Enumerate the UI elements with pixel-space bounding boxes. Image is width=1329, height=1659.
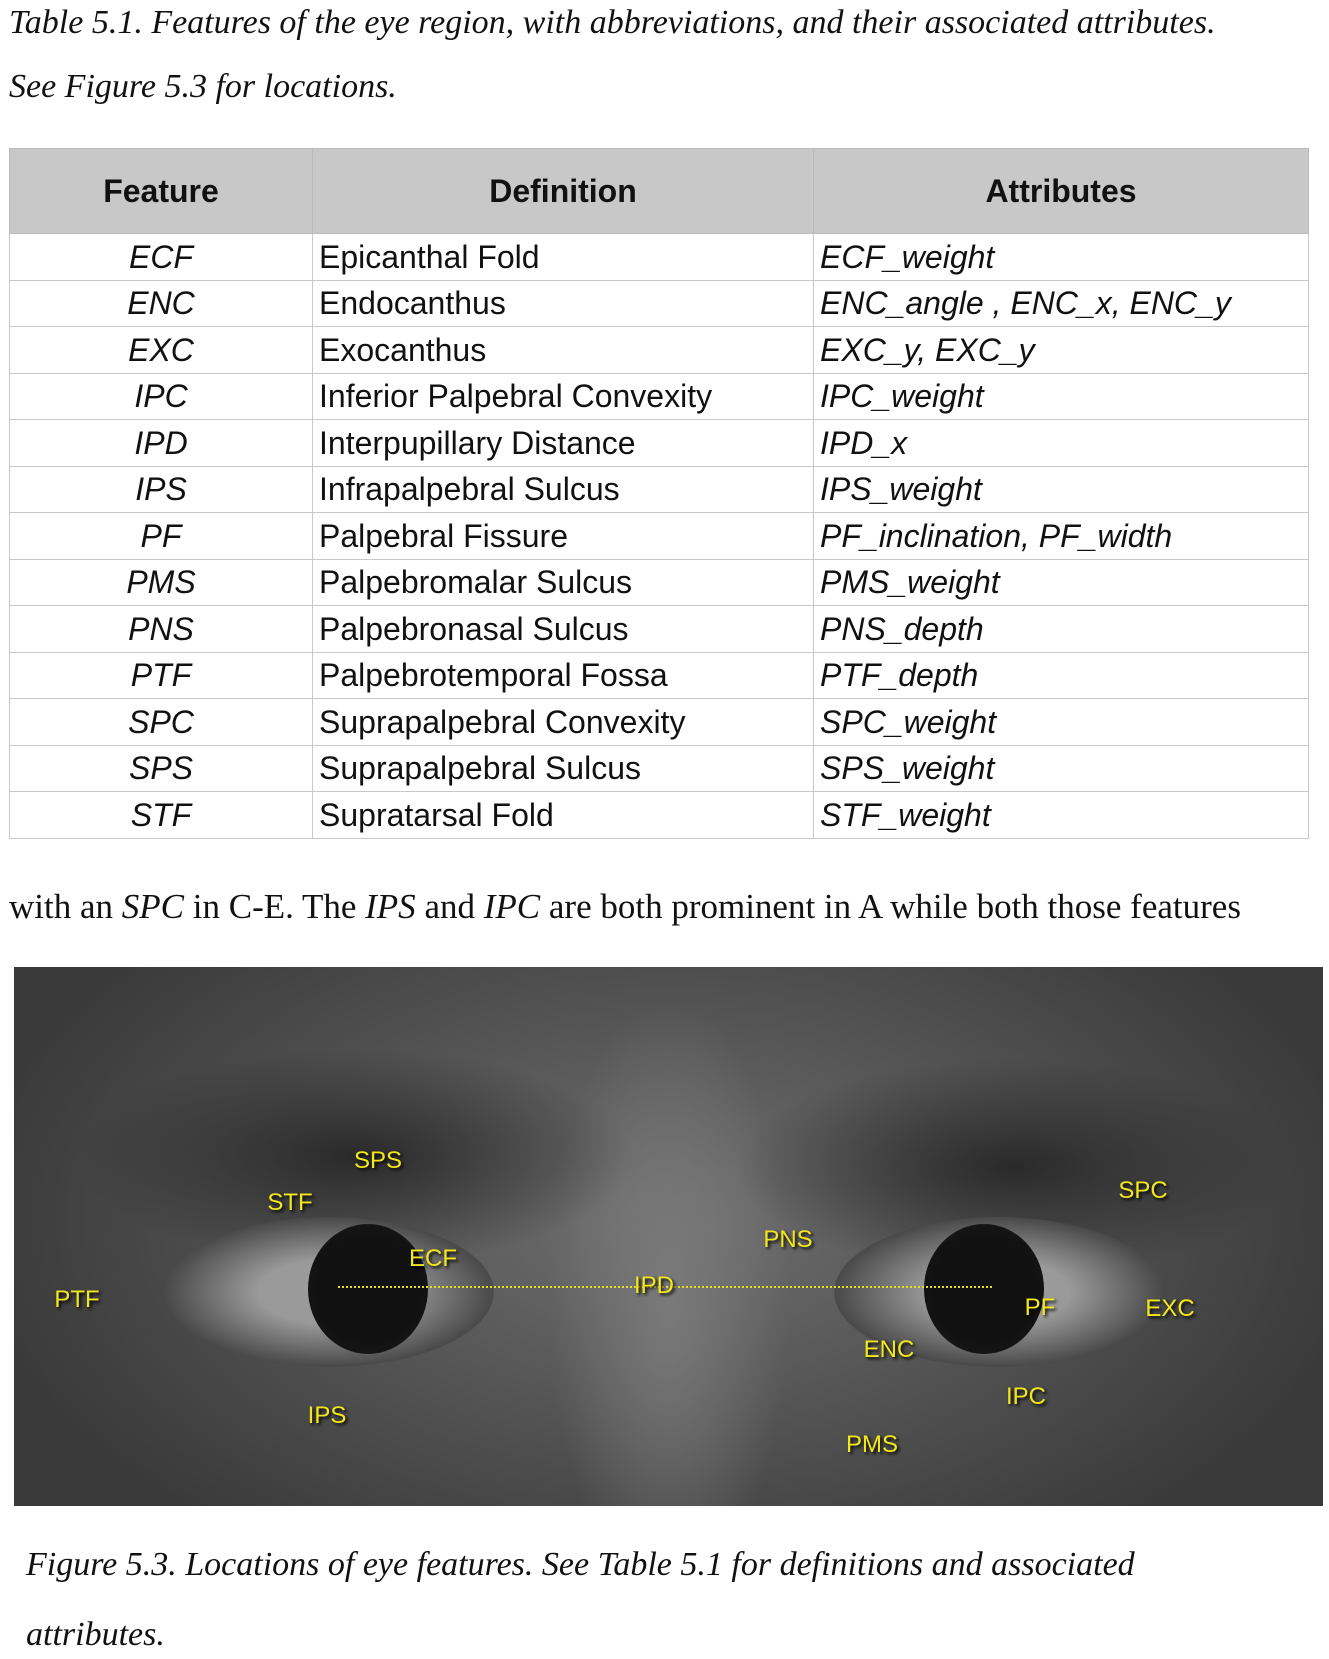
- definition-cell: Palpebronasal Sulcus: [312, 605, 814, 653]
- header-definition: Definition: [312, 148, 814, 234]
- table-row: IPD Interpupillary Distance IPD_x: [9, 419, 1309, 467]
- table-caption-line1: Table 5.1. Features of the eye region, w…: [9, 4, 1216, 41]
- feature-label-ecf: ECF: [409, 1245, 457, 1272]
- feature-label-spc: SPC: [1118, 1177, 1168, 1204]
- feature-label-ipc: IPC: [1005, 1383, 1047, 1410]
- definition-cell: Interpupillary Distance: [312, 419, 814, 467]
- feature-label-ipd: IPD: [633, 1272, 675, 1299]
- table-row: SPS Suprapalpebral Sulcus SPS_weight: [9, 744, 1309, 792]
- table-row: PF Palpebral Fissure PF_inclination, PF_wi…: [9, 512, 1309, 560]
- feature-label-stf: STF: [267, 1189, 313, 1216]
- feature-cell: IPC: [9, 372, 313, 420]
- feature-label-pf: PF: [1024, 1294, 1056, 1321]
- attributes-cell: IPS_weight: [813, 465, 1309, 513]
- attributes-cell: EXC_y, EXC_y: [813, 326, 1309, 374]
- attributes-cell: SPS_weight: [813, 744, 1309, 792]
- definition-cell: Suprapalpebral Sulcus: [312, 744, 814, 792]
- feature-cell: SPC: [9, 698, 313, 746]
- definition-cell: Palpebromalar Sulcus: [312, 558, 814, 606]
- feature-cell: PF: [9, 512, 313, 560]
- attributes-cell: IPC_weight: [813, 372, 1309, 420]
- feature-label-exc: EXC: [1145, 1295, 1195, 1322]
- attributes-cell: ECF_weight: [813, 233, 1309, 281]
- definition-cell: Endocanthus: [312, 279, 814, 327]
- feature-cell: ENC: [9, 279, 313, 327]
- feature-cell: ECF: [9, 233, 313, 281]
- feature-label-enc: ENC: [863, 1336, 915, 1363]
- definition-cell: Suprapalpebral Convexity: [312, 698, 814, 746]
- definition-cell: Palpebral Fissure: [312, 512, 814, 560]
- figure-caption-line1: Figure 5.3. Locations of eye features. S…: [26, 1546, 1135, 1583]
- table-row: ENC Endocanthus ENC_angle , ENC_x, ENC_y: [9, 279, 1309, 327]
- left-pupil: [308, 1224, 428, 1354]
- header-feature: Feature: [9, 148, 313, 234]
- table-row: PMS Palpebromalar Sulcus PMS_weight: [9, 558, 1309, 606]
- feature-cell: PTF: [9, 651, 313, 699]
- attributes-cell: PMS_weight: [813, 558, 1309, 606]
- attributes-cell: IPD_x: [813, 419, 1309, 467]
- eye-region-photo: SPS STF ECF PTF IPD PNS SPC PF EXC ENC IPC IPS PMS: [14, 967, 1323, 1506]
- definition-cell: Supratarsal Fold: [312, 791, 814, 839]
- feature-cell: IPD: [9, 419, 313, 467]
- feature-label-ptf: PTF: [54, 1286, 100, 1313]
- attributes-cell: SPC_weight: [813, 698, 1309, 746]
- definition-cell: Infrapalpebral Sulcus: [312, 465, 814, 513]
- definition-cell: Palpebrotemporal Fossa: [312, 651, 814, 699]
- attributes-cell: ENC_angle , ENC_x, ENC_y: [813, 279, 1309, 327]
- feature-cell: SPS: [9, 744, 313, 792]
- attributes-cell: STF_weight: [813, 791, 1309, 839]
- body-paragraph: with an SPC in C-E. The IPS and IPC are …: [9, 887, 1241, 926]
- header-attributes: Attributes: [813, 148, 1309, 234]
- attributes-cell: PF_inclination, PF_width: [813, 512, 1309, 560]
- definition-cell: Inferior Palpebral Convexity: [312, 372, 814, 420]
- table-row: IPC Inferior Palpebral Convexity IPC_weigh…: [9, 372, 1309, 420]
- table-row: PTF Palpebrotemporal Fossa PTF_depth: [9, 651, 1309, 699]
- table-row: EXC Exocanthus EXC_y, EXC_y: [9, 326, 1309, 374]
- table-caption-line2: See Figure 5.3 for locations.: [9, 68, 397, 105]
- figure-caption-line2: attributes.: [26, 1616, 165, 1653]
- feature-label-pms: PMS: [845, 1431, 899, 1458]
- features-table: Feature Definition Attributes ECF Epicant…: [9, 148, 1309, 839]
- feature-cell: PNS: [9, 605, 313, 653]
- feature-cell: PMS: [9, 558, 313, 606]
- feature-cell: IPS: [9, 465, 313, 513]
- table-row: IPS Infrapalpebral Sulcus IPS_weight: [9, 465, 1309, 513]
- table-row: PNS Palpebronasal Sulcus PNS_depth: [9, 605, 1309, 653]
- ipd-dotted-line: [338, 1286, 992, 1288]
- feature-label-ips: IPS: [307, 1402, 347, 1429]
- attributes-cell: PNS_depth: [813, 605, 1309, 653]
- definition-cell: Exocanthus: [312, 326, 814, 374]
- feature-label-sps: SPS: [353, 1147, 403, 1174]
- table-row: SPC Suprapalpebral Convexity SPC_weight: [9, 698, 1309, 746]
- feature-label-pns: PNS: [763, 1226, 813, 1253]
- right-pupil: [924, 1224, 1044, 1354]
- table-row: ECF Epicanthal Fold ECF_weight: [9, 233, 1309, 281]
- feature-cell: EXC: [9, 326, 313, 374]
- feature-cell: STF: [9, 791, 313, 839]
- table-row: STF Supratarsal Fold STF_weight: [9, 791, 1309, 839]
- definition-cell: Epicanthal Fold: [312, 233, 814, 281]
- attributes-cell: PTF_depth: [813, 651, 1309, 699]
